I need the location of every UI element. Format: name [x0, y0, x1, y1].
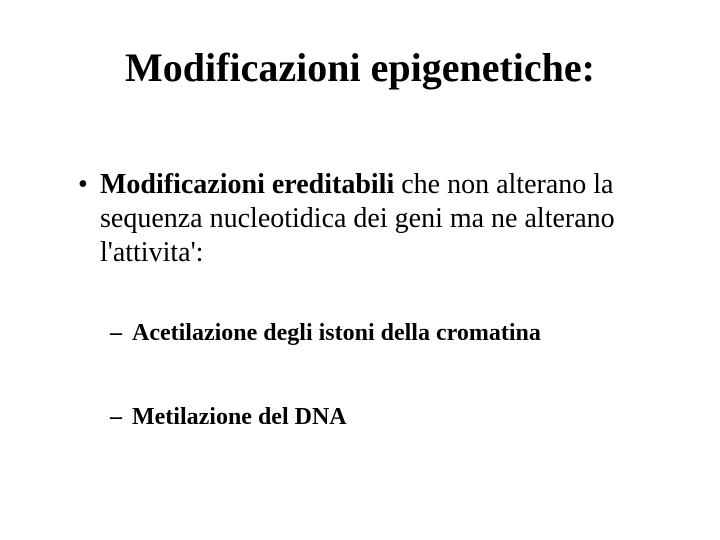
bullet-bold-part: Modificazioni ereditabili	[100, 169, 394, 200]
sub-text-0: Acetilazione degli istoni della cromatin…	[132, 320, 541, 347]
slide-title: Modificazioni epigenetiche:	[0, 44, 720, 91]
sub-dash-0: –	[110, 320, 132, 347]
bullet-marker: •	[78, 168, 100, 202]
sub-dash-1: –	[110, 404, 132, 431]
sub-item-1: – Metilazione del DNA	[110, 404, 650, 431]
sub-item-0: – Acetilazione degli istoni della cromat…	[110, 320, 650, 347]
bullet-main: • Modificazioni ereditabili che non alte…	[78, 168, 638, 270]
sub-text-1: Metilazione del DNA	[132, 404, 347, 431]
bullet-content: Modificazioni ereditabili che non altera…	[100, 168, 638, 270]
slide-container: Modificazioni epigenetiche: • Modificazi…	[0, 0, 720, 540]
